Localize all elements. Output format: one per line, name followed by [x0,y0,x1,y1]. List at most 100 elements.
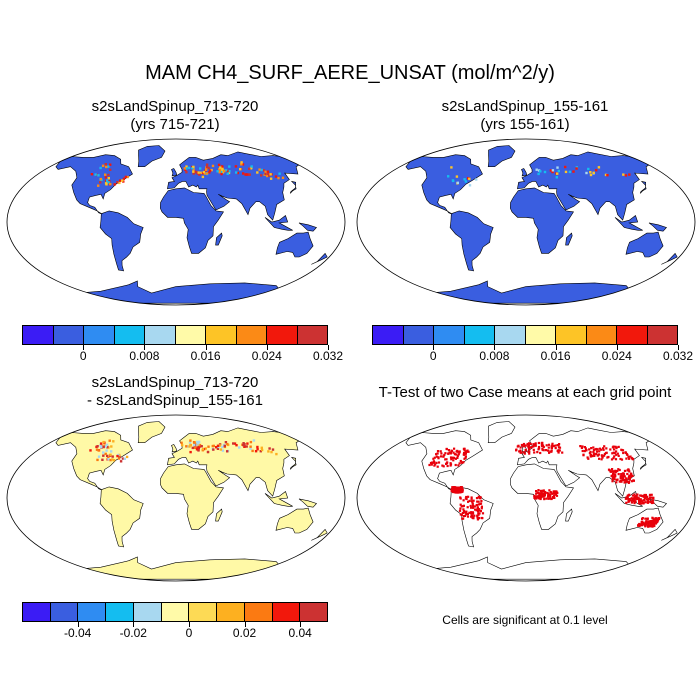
significant-cell [540,444,544,447]
significant-cell [652,497,655,500]
grid-cell [235,444,238,447]
grid-cell [264,170,267,173]
colorbar-panel-1 [22,325,328,345]
grid-cell [233,442,237,445]
grid-cell [260,446,263,449]
significant-cell [629,499,633,502]
grid-cell [194,446,197,449]
significant-cell [471,501,474,504]
grid-cell [185,167,188,170]
significant-cell [643,495,646,498]
africa-landmass [159,463,225,530]
grid-cell [568,170,572,174]
significant-cell [611,470,614,473]
colorbar-swatch [300,603,328,621]
significant-cell [612,471,615,474]
significant-cell [465,513,468,516]
significant-cell [620,480,623,483]
significant-cell [445,458,448,461]
significant-cell [528,452,531,455]
grid-cell [267,450,270,453]
significant-cell [625,501,628,504]
significant-cell [653,520,656,523]
significant-cell [643,523,646,526]
significant-cell [611,452,614,455]
grid-cell [191,446,194,450]
significant-cell [598,447,601,450]
significant-cell [597,454,600,457]
colorbar-tick-mark [77,622,79,627]
significant-cell [642,499,645,502]
colorbar-tick-label: 0.032 [312,349,344,363]
colorbar-tick-mark [266,345,268,350]
significant-cell [467,500,470,503]
colorbar-swatch [373,326,404,344]
colorbar-swatch [50,603,79,621]
grid-cell [232,442,235,445]
grid-cell [109,458,112,462]
significant-cell [638,500,641,503]
north-america-landmass [405,430,483,491]
grid-cell [221,171,225,174]
significant-cell [528,442,531,445]
significant-cell [477,500,480,503]
significant-cell [601,455,604,458]
grid-cell [551,169,555,172]
significant-cell [466,513,469,516]
significant-cell [462,461,465,464]
significant-cell [476,507,479,510]
significant-cell [649,496,652,499]
significant-cell [636,497,639,500]
significant-cell [612,472,615,475]
significant-cell [581,445,584,448]
significant-cell [551,492,554,495]
colorbar-swatch [272,603,301,621]
significant-cell [634,497,637,500]
significant-cell [628,478,631,481]
significant-cell [646,517,649,520]
significant-cell [613,448,616,451]
significant-cell [613,455,616,458]
grid-cell [95,448,99,451]
significant-cell [448,451,451,454]
significant-cell [454,463,457,467]
grid-cell [452,179,455,183]
grid-cell [268,447,271,450]
significant-cell [476,518,479,521]
significant-cell [458,509,462,512]
colorbar-difference [22,602,328,622]
colorbar-swatch [434,326,465,344]
grid-cell [266,170,270,173]
significant-cell [649,525,652,528]
significant-cell [588,448,591,451]
significant-cell [449,451,453,454]
grid-cell [183,167,186,170]
grid-cell [104,163,107,166]
significant-cell [464,497,467,500]
grid-cell [564,170,568,174]
significant-cell [621,472,624,475]
significant-cell [548,489,551,492]
grid-cell [217,163,221,167]
significant-cell [455,450,458,453]
grid-cell [468,177,471,181]
significant-cell [461,517,464,520]
grid-cell [188,445,191,448]
grid-cell [109,453,112,456]
significant-cell [585,449,588,452]
significant-cell [600,454,603,457]
grid-cell [125,455,129,459]
significant-cell [645,496,649,499]
uk-landmass [171,168,178,177]
significant-cell [447,449,450,452]
significant-cell [550,449,553,452]
grid-cell [104,176,108,179]
significant-cell [631,458,634,461]
significant-cell [458,487,461,490]
significant-cell [480,516,483,520]
grid-cell [205,172,209,175]
significant-cell [476,514,479,517]
significant-cell [614,445,617,448]
significant-cell [538,494,541,497]
significant-cell [522,445,525,448]
